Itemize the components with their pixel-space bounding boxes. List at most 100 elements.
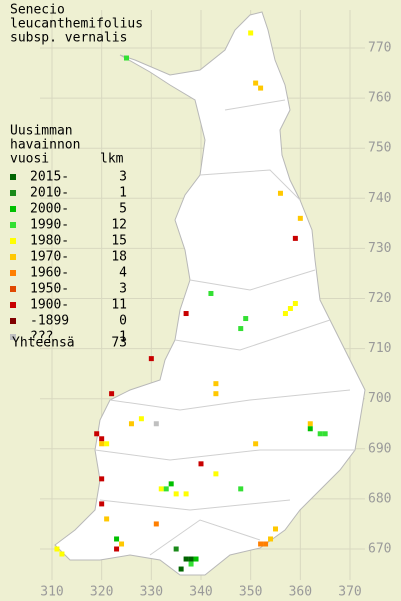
record-square <box>268 536 274 542</box>
legend-label: 1960- <box>30 266 69 281</box>
legend-count: 4 <box>119 266 127 281</box>
record-square <box>99 436 105 442</box>
legend-swatch <box>10 302 16 308</box>
legend-swatch <box>10 318 16 324</box>
legend-label: ??? <box>30 330 53 345</box>
legend-count-header: lkm <box>100 152 124 167</box>
legend-header: havainnon <box>10 138 80 153</box>
record-square <box>188 561 194 567</box>
y-tick-label: 770 <box>368 41 391 56</box>
x-tick-label: 320 <box>90 585 113 600</box>
record-square <box>104 441 110 447</box>
record-square <box>99 441 105 447</box>
record-square <box>258 85 264 91</box>
y-tick-label: 730 <box>368 241 391 256</box>
legend: 2015- 3 2010- 1 2000- 5 1990- 12 1980- 15 1970- 18 1… <box>10 170 127 345</box>
record-square <box>213 471 219 477</box>
record-square <box>277 190 283 196</box>
records <box>54 30 328 572</box>
record-square <box>109 391 115 397</box>
record-square <box>54 546 60 552</box>
record-square <box>297 215 303 221</box>
total-label: Yhteensä <box>12 336 75 351</box>
record-square <box>317 431 323 437</box>
legend-count: 5 <box>119 202 127 217</box>
record-square <box>94 431 100 437</box>
legend-swatch <box>10 334 16 340</box>
y-tick-label: 710 <box>368 341 391 356</box>
title-line: subsp. vernalis <box>10 31 127 46</box>
record-square <box>114 546 120 552</box>
y-tick-label: 690 <box>368 441 391 456</box>
record-square <box>322 431 328 437</box>
record-square <box>104 516 110 522</box>
legend-label: 1970- <box>30 250 69 265</box>
record-square <box>148 356 154 362</box>
record-square <box>183 311 189 317</box>
legend-count: 15 <box>111 234 127 249</box>
legend-count: 0 <box>119 314 127 329</box>
legend-count: 12 <box>111 218 127 233</box>
record-square <box>248 30 254 36</box>
record-square <box>307 421 313 427</box>
x-tick-label: 340 <box>189 585 212 600</box>
record-square <box>128 421 134 427</box>
record-square <box>99 476 105 482</box>
legend-header: vuosi <box>10 152 49 167</box>
legend-label: 2000- <box>30 202 69 217</box>
y-tick-label: 700 <box>368 391 391 406</box>
legend-label: 2010- <box>30 186 69 201</box>
record-square <box>193 556 199 562</box>
legend-label: 2015- <box>30 170 69 185</box>
x-tick-label: 360 <box>289 585 312 600</box>
record-square <box>238 326 244 332</box>
record-square <box>213 381 219 387</box>
record-square <box>183 556 189 562</box>
record-square <box>114 536 120 542</box>
record-square <box>253 80 259 86</box>
record-square <box>287 306 293 312</box>
y-tick-label: 670 <box>368 542 391 557</box>
legend-header: Uusimman <box>10 124 73 139</box>
x-tick-label: 350 <box>239 585 262 600</box>
legend-count: 11 <box>111 298 127 313</box>
region-borders <box>94 99 355 556</box>
legend-label: 1990- <box>30 218 69 233</box>
record-square <box>119 541 125 547</box>
record-square <box>292 301 298 307</box>
legend-swatch <box>10 190 16 196</box>
record-square <box>163 486 169 492</box>
legend-count: 18 <box>111 250 127 265</box>
record-square <box>158 486 164 492</box>
y-tick-label: 680 <box>368 491 391 506</box>
title-line: Senecio <box>10 3 65 18</box>
record-square <box>124 55 129 61</box>
record-square <box>168 481 174 487</box>
y-tick-label: 750 <box>368 141 391 156</box>
x-tick-label: 310 <box>40 585 63 600</box>
record-square <box>188 556 194 562</box>
x-tick-label: 330 <box>140 585 163 600</box>
record-square <box>173 546 179 552</box>
legend-swatch <box>10 206 16 212</box>
title-line: leucanthemifolius <box>10 17 143 32</box>
record-square <box>238 486 244 492</box>
record-square <box>292 235 298 241</box>
x-tick-label: 370 <box>338 585 361 600</box>
record-square <box>153 421 159 427</box>
record-square <box>307 426 313 432</box>
legend-swatch <box>10 254 16 260</box>
record-square <box>243 316 249 322</box>
legend-swatch <box>10 270 16 276</box>
record-square <box>263 541 269 547</box>
record-square <box>99 501 105 507</box>
record-square <box>173 491 179 497</box>
record-square <box>59 551 65 557</box>
record-square <box>213 391 219 397</box>
legend-count: 1 <box>119 186 127 201</box>
legend-swatch <box>10 222 16 228</box>
y-tick-label: 720 <box>368 291 391 306</box>
record-square <box>273 526 278 532</box>
legend-count: 1 <box>119 330 127 345</box>
